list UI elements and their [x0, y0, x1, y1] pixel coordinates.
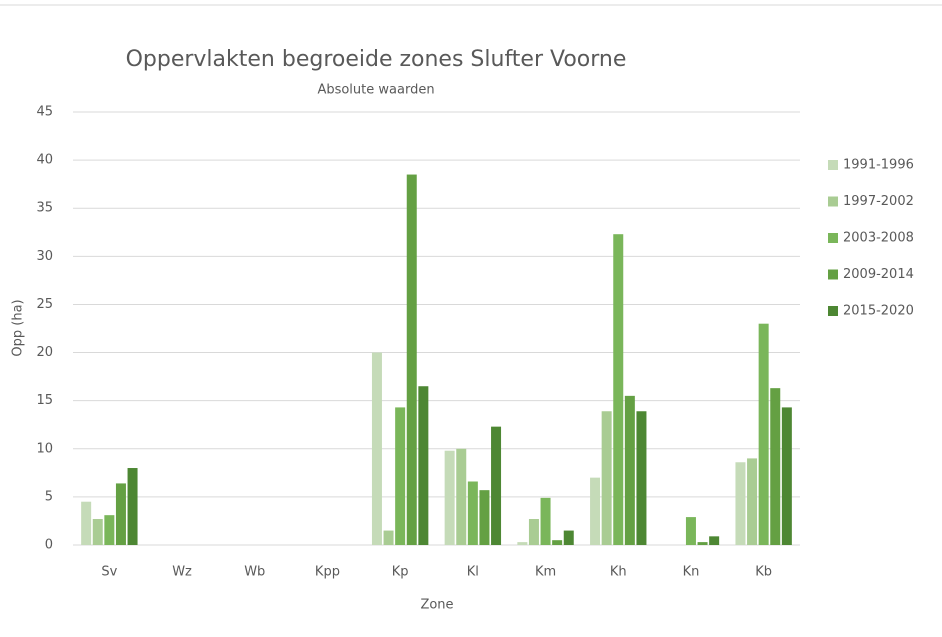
x-tick-label: Kpp — [315, 565, 340, 580]
y-tick-label: 25 — [36, 297, 53, 312]
y-tick-label: 0 — [45, 538, 53, 553]
y-tick-label: 30 — [36, 249, 53, 264]
x-tick-label: Km — [535, 565, 556, 580]
bar — [444, 450, 455, 545]
bar — [709, 536, 720, 545]
bar — [479, 490, 490, 545]
bar — [636, 411, 647, 545]
bar — [685, 517, 696, 545]
legend-label: 2015-2020 — [843, 304, 914, 319]
legend-swatch — [828, 233, 838, 243]
y-tick-label: 5 — [45, 489, 53, 504]
y-tick-label: 20 — [36, 345, 53, 360]
x-tick-label: Kh — [610, 565, 627, 580]
bar — [781, 407, 792, 545]
y-tick-label: 15 — [36, 393, 53, 408]
y-axis-label: Opp (ha) — [11, 299, 26, 356]
x-axis-label: Zone — [420, 598, 453, 613]
x-tick-label: Kl — [467, 565, 479, 580]
bar — [383, 530, 394, 545]
bar — [371, 352, 382, 545]
x-tick-label: Wz — [172, 565, 192, 580]
bar — [418, 386, 429, 545]
bar — [747, 458, 758, 545]
y-tick-label: 35 — [36, 201, 53, 216]
chart-subtitle: Absolute waarden — [317, 83, 434, 98]
bar — [758, 323, 769, 545]
bar — [601, 411, 612, 545]
y-tick-label: 45 — [36, 105, 53, 120]
legend-label: 2009-2014 — [843, 267, 914, 282]
chart-title: Oppervlakten begroeide zones Slufter Voo… — [126, 47, 627, 72]
y-tick-label: 40 — [36, 153, 53, 168]
bar — [517, 542, 528, 545]
x-tick-label: Kb — [755, 565, 772, 580]
legend-label: 2003-2008 — [843, 231, 914, 246]
legend-label: 1997-2002 — [843, 194, 914, 209]
bar — [104, 515, 115, 545]
legend-swatch — [828, 160, 838, 170]
bar — [552, 540, 563, 545]
legend-label: 1991-1996 — [843, 158, 914, 173]
bar — [406, 174, 417, 546]
legend-swatch — [828, 269, 838, 280]
bar — [127, 468, 138, 545]
bar — [528, 519, 539, 545]
bar — [491, 426, 502, 545]
bar — [467, 481, 478, 545]
x-tick-label: Kn — [683, 565, 700, 580]
x-tick-label: Wb — [244, 565, 265, 580]
bar — [613, 234, 624, 546]
bar — [770, 388, 781, 545]
y-tick-label: 10 — [36, 441, 53, 456]
bar — [697, 542, 708, 545]
x-tick-label: Sv — [101, 565, 117, 580]
bar — [624, 395, 635, 545]
bar — [540, 497, 551, 545]
bar — [81, 501, 92, 545]
bar — [590, 477, 601, 545]
bar — [563, 530, 574, 545]
bar — [456, 448, 467, 545]
x-tick-label: Kp — [392, 565, 409, 580]
bar — [395, 407, 406, 545]
bar — [92, 519, 103, 545]
legend-swatch — [828, 196, 838, 207]
bar — [735, 462, 746, 545]
legend-swatch — [828, 306, 838, 316]
bar — [115, 483, 126, 545]
